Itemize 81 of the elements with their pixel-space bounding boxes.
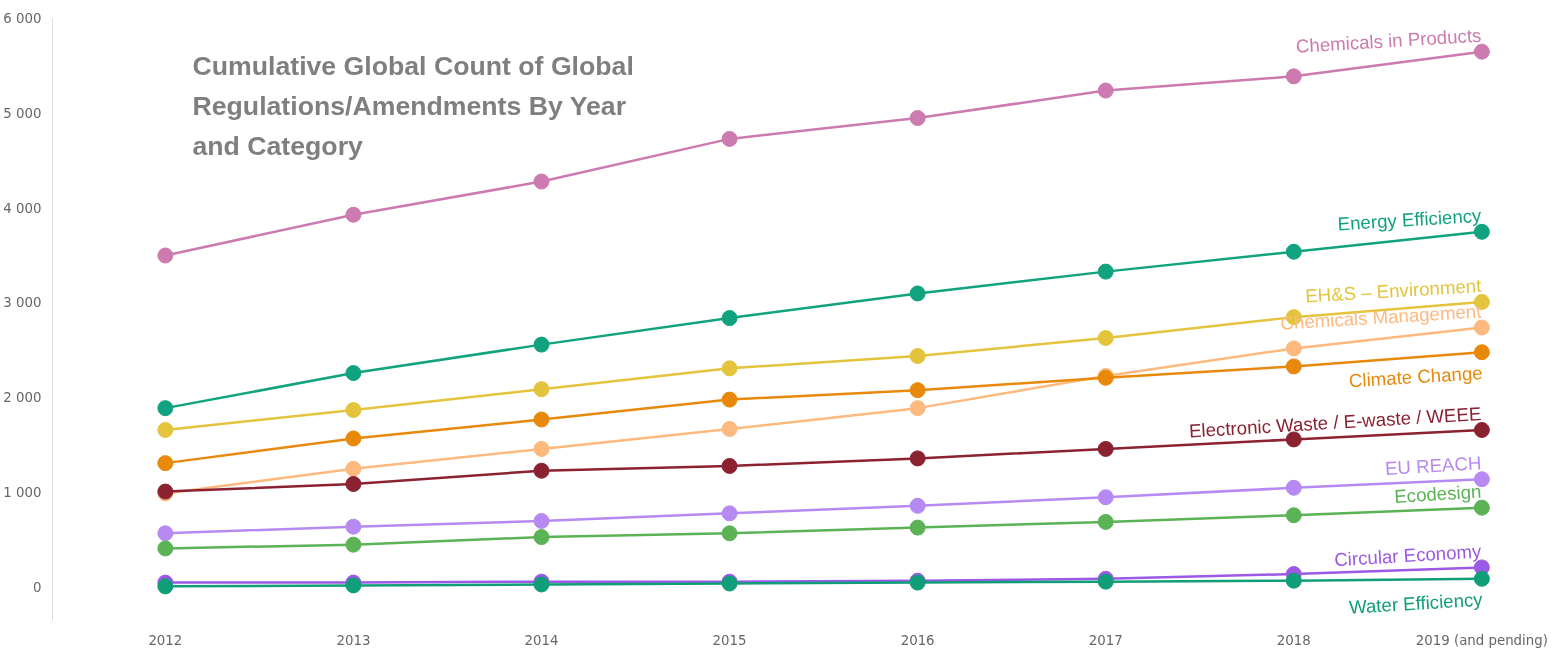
x-tick-label: 2012 (148, 632, 183, 648)
point (533, 336, 550, 353)
point (345, 536, 362, 553)
series-label: Climate Change (1348, 362, 1484, 392)
point (1473, 344, 1490, 361)
point (1097, 489, 1114, 506)
point (1285, 572, 1302, 589)
y-tick-label: 0 (33, 579, 42, 595)
series-label: Water Efficiency (1348, 588, 1484, 618)
x-tick-label: 2019 (and pending) (1415, 632, 1548, 648)
point (157, 578, 174, 595)
series-label: EH&S – Environment (1304, 274, 1483, 307)
point (1285, 340, 1302, 357)
point (1097, 263, 1114, 280)
point (157, 421, 174, 438)
point (157, 400, 174, 417)
point (533, 462, 550, 479)
point (533, 381, 550, 398)
series-label: Energy Efficiency (1337, 204, 1483, 235)
point (909, 382, 926, 399)
point (909, 497, 926, 514)
x-tick-label: 2014 (524, 632, 559, 648)
point (721, 391, 738, 408)
point (721, 457, 738, 474)
point (721, 421, 738, 437)
y-tick-label: 3 000 (3, 295, 42, 311)
point (1285, 243, 1302, 260)
point (721, 130, 738, 147)
point (1285, 358, 1302, 375)
point (533, 411, 550, 428)
series-label: Chemicals in Products (1295, 24, 1482, 57)
point (345, 430, 362, 447)
series-label: EU REACH (1384, 452, 1482, 480)
point (1097, 330, 1114, 346)
series-label: Circular Economy (1333, 540, 1483, 571)
point (1473, 421, 1490, 438)
point (345, 402, 362, 419)
point (157, 455, 174, 472)
x-tick-label: 2018 (1276, 632, 1311, 648)
y-tick-label: 6 000 (3, 11, 42, 26)
point (1473, 570, 1490, 587)
text: Cumulative Global Count of Global Regulations/Amendments By Year and Category (192, 50, 634, 161)
point (721, 360, 738, 377)
x-tick-label: 2017 (1088, 632, 1123, 648)
series-label: Electronic Waste / E-waste / WEEE (1188, 402, 1482, 442)
x-tick-label: 2016 (900, 632, 935, 648)
point (345, 476, 362, 492)
x-tick-label: 2013 (336, 632, 371, 648)
point (1285, 431, 1302, 448)
point (533, 440, 550, 457)
point (1097, 82, 1114, 99)
y-tick-label: 2 000 (3, 390, 42, 406)
point (345, 206, 362, 223)
series-label: Ecodesign (1393, 480, 1482, 507)
point (721, 505, 738, 522)
point (909, 348, 926, 364)
point (345, 460, 362, 477)
point (909, 450, 926, 467)
y-tick-label: 1 000 (3, 485, 42, 501)
point (1097, 513, 1114, 530)
point (533, 173, 550, 190)
point (157, 540, 174, 557)
point (1097, 440, 1114, 457)
point (345, 518, 362, 535)
point (157, 247, 174, 264)
point (533, 512, 550, 529)
point (721, 310, 738, 327)
point (909, 400, 926, 417)
point (1285, 507, 1302, 524)
y-tick-label: 5 000 (3, 105, 42, 121)
x-tick-label: 2015 (712, 632, 747, 648)
point (909, 519, 926, 536)
point (721, 525, 738, 542)
point (533, 529, 550, 546)
point (1285, 479, 1302, 496)
y-tick-label: 4 000 (3, 200, 42, 216)
point (909, 110, 926, 127)
point (1285, 68, 1302, 85)
point (345, 365, 362, 382)
point (157, 525, 174, 542)
point (909, 285, 926, 302)
